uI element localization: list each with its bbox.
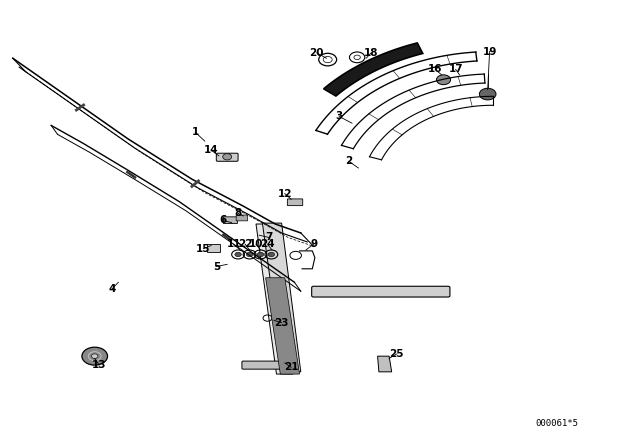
Text: 3: 3 — [335, 112, 343, 121]
Circle shape — [82, 347, 108, 365]
Polygon shape — [256, 224, 293, 374]
FancyBboxPatch shape — [287, 199, 303, 206]
Text: 20: 20 — [310, 48, 324, 58]
Circle shape — [223, 154, 232, 160]
Text: 21: 21 — [284, 362, 298, 372]
Polygon shape — [378, 356, 392, 372]
Circle shape — [246, 252, 253, 257]
Text: 9: 9 — [310, 239, 317, 249]
Text: 11: 11 — [227, 239, 241, 249]
Text: 4: 4 — [108, 284, 116, 294]
Circle shape — [436, 75, 451, 85]
Circle shape — [92, 354, 98, 358]
Text: 10: 10 — [249, 239, 263, 249]
Text: 15: 15 — [196, 244, 211, 254]
Text: 16: 16 — [428, 65, 442, 74]
FancyBboxPatch shape — [207, 244, 220, 252]
FancyBboxPatch shape — [242, 361, 292, 369]
Circle shape — [479, 88, 496, 100]
Text: 22: 22 — [238, 239, 252, 249]
Text: 8: 8 — [234, 208, 242, 218]
FancyBboxPatch shape — [236, 215, 248, 221]
Text: 1: 1 — [191, 127, 199, 137]
Text: 19: 19 — [483, 47, 497, 56]
Text: 14: 14 — [204, 145, 218, 155]
Circle shape — [235, 252, 241, 257]
Text: 7: 7 — [265, 233, 273, 242]
Text: 2: 2 — [345, 156, 353, 166]
FancyBboxPatch shape — [223, 217, 237, 224]
Polygon shape — [266, 278, 300, 374]
Text: 18: 18 — [364, 48, 378, 58]
Text: 000061*5: 000061*5 — [535, 419, 579, 428]
Polygon shape — [262, 223, 301, 372]
Polygon shape — [324, 43, 423, 96]
Text: 5: 5 — [212, 262, 220, 271]
Circle shape — [257, 252, 264, 257]
Text: 12: 12 — [278, 189, 292, 198]
Text: 24: 24 — [260, 239, 275, 249]
Text: 25: 25 — [390, 349, 404, 359]
FancyBboxPatch shape — [216, 153, 238, 161]
Text: 23: 23 — [275, 318, 289, 327]
FancyBboxPatch shape — [312, 286, 450, 297]
Circle shape — [268, 252, 275, 257]
Text: 17: 17 — [449, 65, 463, 74]
Text: 13: 13 — [92, 360, 106, 370]
Text: 6: 6 — [219, 215, 227, 225]
